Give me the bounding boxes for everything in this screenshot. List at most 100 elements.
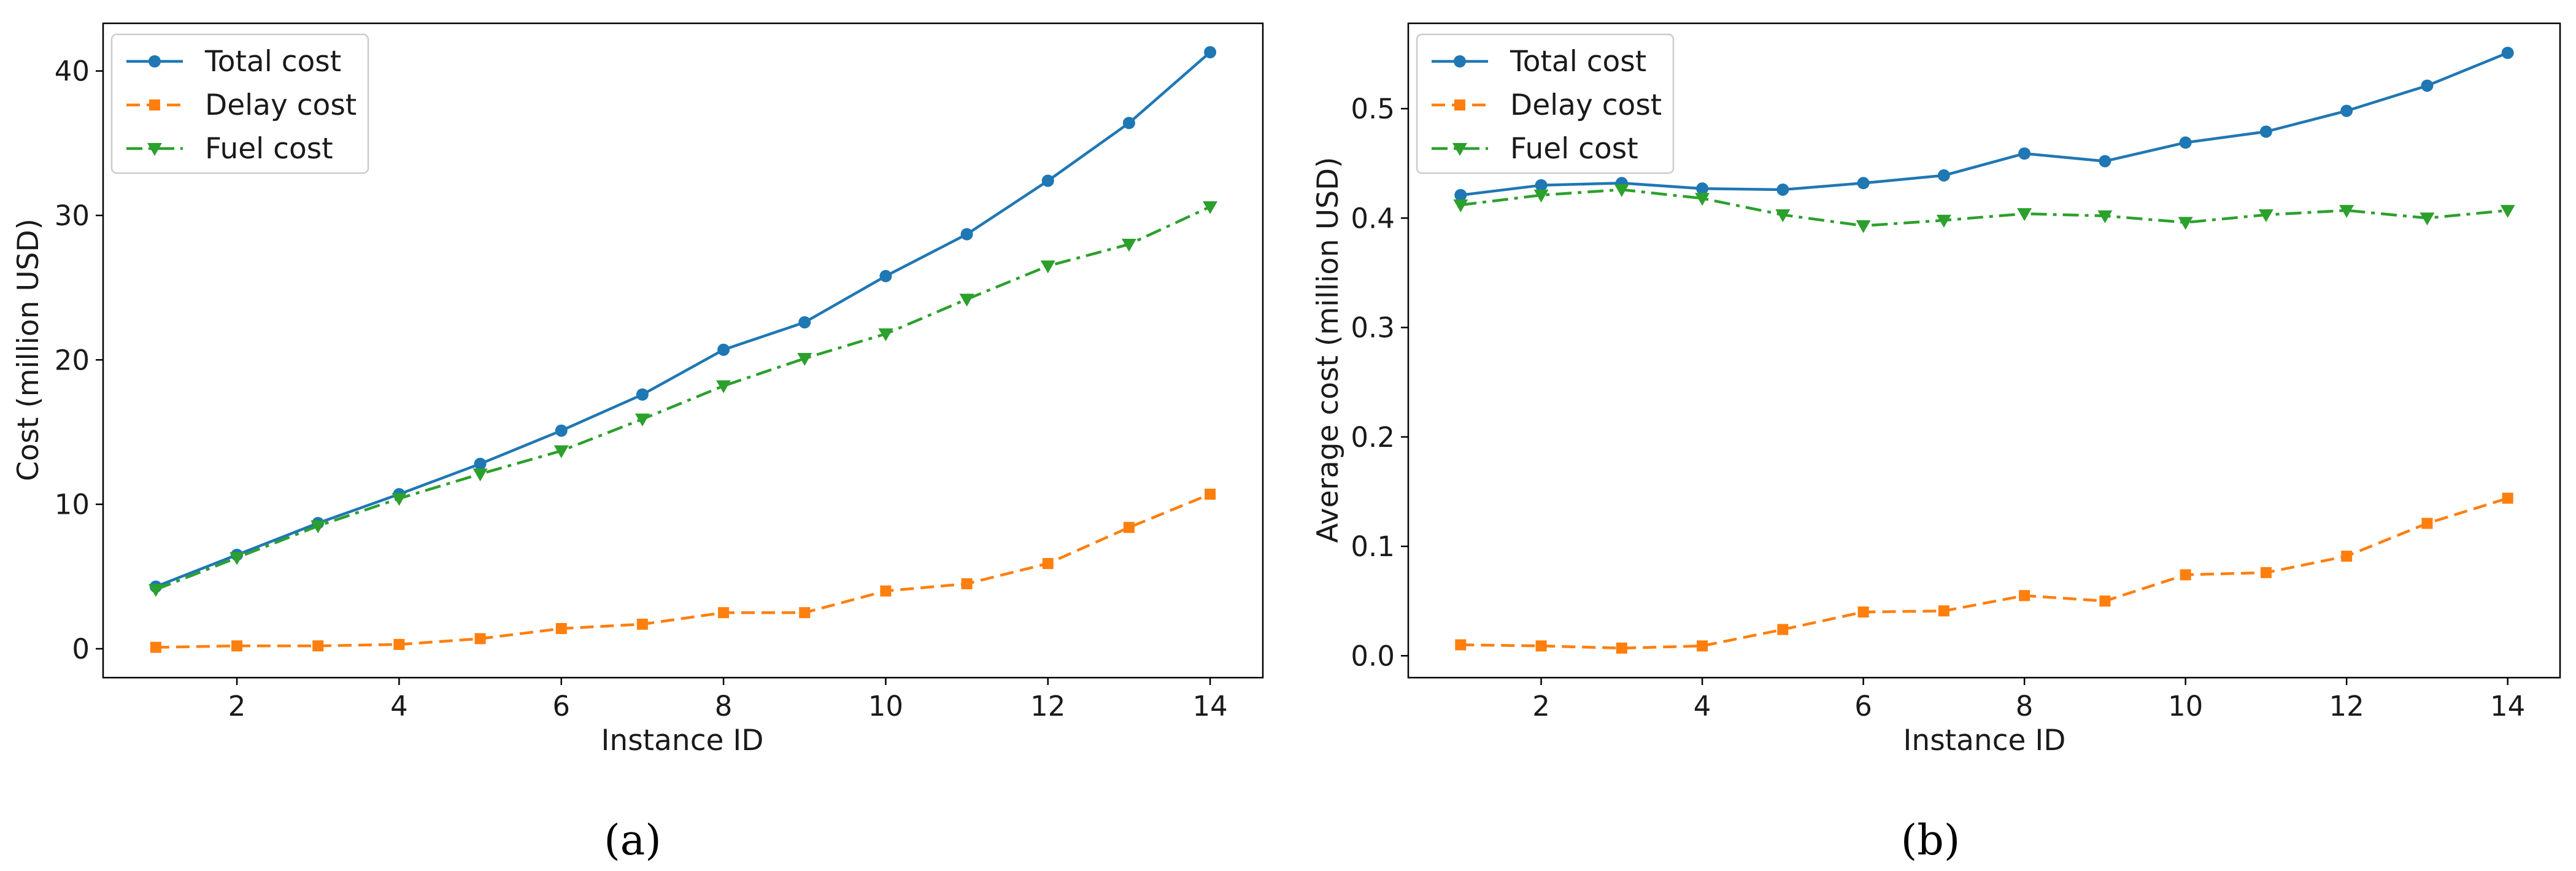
data-point <box>231 640 243 652</box>
data-point <box>1938 605 1949 617</box>
data-point <box>2178 217 2193 230</box>
data-point <box>2258 209 2273 222</box>
legend-item: Delay cost <box>1432 88 1662 122</box>
axes-frame <box>102 22 1264 679</box>
y-tick-label: 0.1 <box>1351 530 1395 563</box>
data-point <box>1775 209 1791 222</box>
data-point <box>312 640 324 652</box>
data-point <box>472 468 488 482</box>
data-point <box>1123 522 1135 533</box>
y-tick-label: 0.3 <box>1351 312 1395 344</box>
legend-label: Delay cost <box>205 88 357 122</box>
legend-box <box>110 33 369 174</box>
data-point <box>799 607 811 619</box>
data-point <box>2259 125 2272 138</box>
y-tick-label: 20 <box>55 344 90 376</box>
legend-item: Delay cost <box>126 88 357 122</box>
data-point <box>2502 492 2513 504</box>
data-point <box>1205 489 1216 500</box>
legend: Total cost Delay cost Fuel cost <box>1416 33 1675 174</box>
legend-marker <box>147 143 162 156</box>
data-point <box>1453 199 1468 212</box>
series-fuel-cost <box>148 201 1218 597</box>
x-tick-label: 6 <box>1854 690 1872 722</box>
data-point <box>474 633 486 645</box>
series-line <box>1460 497 2509 650</box>
y-tick-label: 30 <box>55 199 90 232</box>
x-tick-label: 8 <box>2016 690 2034 722</box>
legend-item: Fuel cost <box>126 132 333 166</box>
legend-marker <box>1452 143 1467 156</box>
y-tick-label: 10 <box>55 489 90 521</box>
axes-frame <box>1407 22 2561 679</box>
legend-label: Delay cost <box>1510 88 1662 122</box>
y-tick-label: 0.0 <box>1351 640 1395 672</box>
x-tick-label: 12 <box>1030 690 1065 722</box>
x-tick-label: 4 <box>1694 690 1711 722</box>
data-point <box>1204 46 1217 59</box>
series-delay-cost <box>1455 492 2513 654</box>
x-tick-label: 6 <box>552 690 570 722</box>
data-point <box>2099 155 2111 168</box>
y-tick-label: 40 <box>55 55 90 88</box>
data-point <box>555 424 568 437</box>
legend-item: Total cost <box>126 45 341 79</box>
chart-b: 2 4 6 8 10 12 14 0.0 0.1 0.2 0.3 0.4 0.5 Total cost De… <box>1311 22 2561 865</box>
data-point <box>229 552 245 565</box>
data-point <box>797 352 812 366</box>
legend-label: Total cost <box>1510 45 1646 79</box>
data-point <box>2179 136 2192 149</box>
data-point <box>2421 517 2433 529</box>
legend-marker <box>148 55 161 68</box>
data-point <box>1777 624 1789 635</box>
data-point <box>474 457 487 470</box>
legend-label: Total cost <box>204 45 341 79</box>
x-tick-label: 2 <box>1532 690 1550 722</box>
data-point <box>879 269 892 282</box>
series-delay-cost <box>150 489 1216 653</box>
legend-marker <box>1454 99 1465 110</box>
data-point <box>1041 174 1054 187</box>
data-point <box>2501 47 2514 60</box>
data-point <box>1040 260 1055 274</box>
data-point <box>1203 201 1218 214</box>
y-tick-label: 0.4 <box>1351 202 1395 234</box>
data-point <box>1535 179 1548 192</box>
data-point <box>1121 239 1136 252</box>
series-line <box>1460 188 2508 228</box>
data-point <box>150 641 161 653</box>
data-point <box>1122 117 1135 130</box>
data-point <box>2339 204 2354 218</box>
data-point <box>1455 639 1467 651</box>
data-point <box>798 316 811 329</box>
data-point <box>310 520 326 533</box>
series-line <box>1460 52 2509 197</box>
x-axis-label: Instance ID <box>601 724 764 757</box>
data-point <box>878 328 893 341</box>
data-point <box>2341 551 2353 562</box>
data-point <box>2099 595 2111 607</box>
data-point <box>393 638 405 650</box>
data-point <box>1776 183 1789 196</box>
legend-label: Fuel cost <box>205 132 333 166</box>
data-point <box>1616 642 1627 654</box>
data-point <box>2260 567 2272 578</box>
legend-marker <box>149 99 160 110</box>
data-point <box>1614 184 1629 197</box>
x-tick-label: 14 <box>2490 690 2525 722</box>
legend-item: Fuel cost <box>1432 132 1638 166</box>
series-line <box>155 493 1211 649</box>
data-point <box>1696 182 1709 195</box>
x-tick-label: 10 <box>868 690 903 722</box>
x-tick-label: 4 <box>390 690 408 722</box>
series-line <box>155 205 1211 591</box>
data-point <box>2340 104 2353 117</box>
data-point <box>555 622 567 634</box>
y-tick-label: 0.2 <box>1351 421 1395 454</box>
data-point <box>959 293 974 307</box>
data-point <box>2018 147 2031 160</box>
chart-a: 2 4 6 8 10 12 14 0 10 20 30 40 Total cost Delay cost F… <box>12 22 1264 865</box>
data-point <box>2500 204 2515 218</box>
data-point <box>1857 606 1869 618</box>
